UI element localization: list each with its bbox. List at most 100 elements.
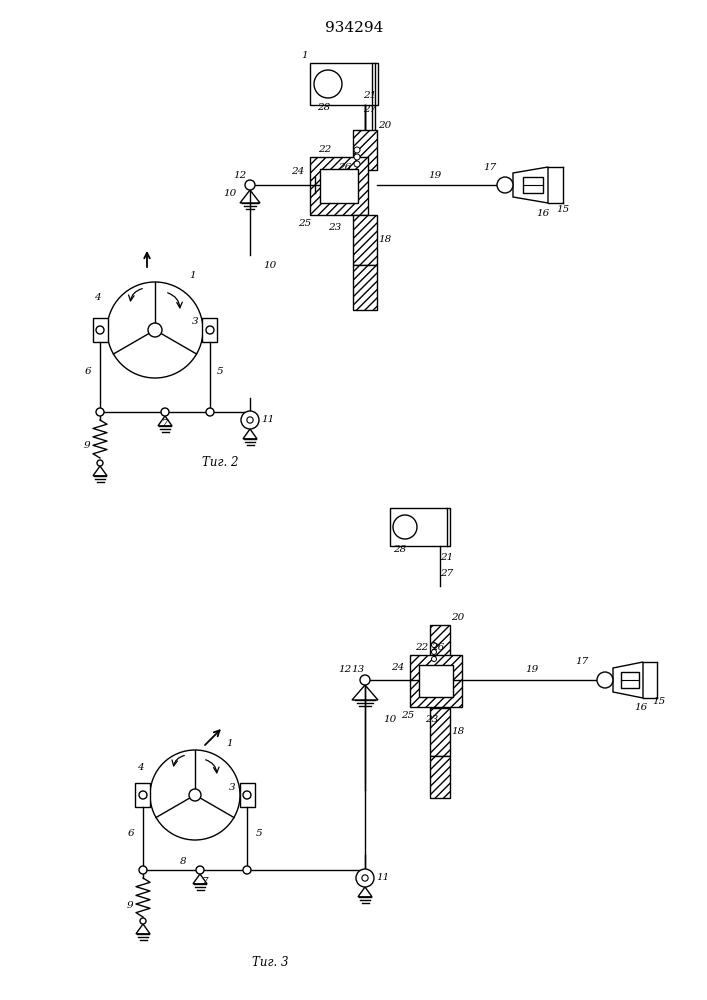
Text: 26: 26 [431,643,445,652]
Text: 15: 15 [653,698,665,706]
Text: 20: 20 [451,613,464,622]
Text: 16: 16 [634,702,648,712]
Polygon shape [613,662,643,698]
Text: 27: 27 [363,105,377,114]
Circle shape [189,789,201,801]
Bar [419,665,453,697]
Text: 1: 1 [227,738,233,748]
Circle shape [354,154,360,160]
Bar [353,130,377,170]
Text: 3: 3 [192,318,198,326]
Text: 28: 28 [393,546,407,554]
Bar [410,655,462,707]
Circle shape [354,161,360,167]
Text: 10: 10 [264,260,276,269]
Circle shape [431,656,436,662]
Text: 9: 9 [83,440,90,450]
Text: 28: 28 [317,103,331,111]
Circle shape [148,323,162,337]
Circle shape [354,147,360,153]
Circle shape [362,875,368,881]
Bar [353,265,377,310]
Text: 17: 17 [484,162,496,172]
Bar [621,672,639,688]
Circle shape [243,866,251,874]
Text: 20: 20 [378,120,392,129]
Text: 15: 15 [556,206,570,215]
Circle shape [97,460,103,466]
Bar [430,708,450,756]
Circle shape [96,408,104,416]
Bar [240,783,255,807]
Circle shape [206,408,214,416]
Text: 6: 6 [85,367,91,376]
Bar [430,625,450,663]
Text: 24: 24 [392,662,404,672]
Text: 22: 22 [416,643,428,652]
Text: 5: 5 [256,828,262,838]
Bar [523,177,543,193]
Circle shape [206,326,214,334]
Circle shape [241,411,259,429]
Circle shape [196,866,204,874]
Text: 26: 26 [339,162,351,172]
Circle shape [597,672,613,688]
Text: 19: 19 [525,666,539,674]
Text: 12: 12 [233,170,247,180]
Bar [320,169,358,203]
Text: 3: 3 [228,782,235,792]
Text: 18: 18 [451,728,464,736]
Bar [390,508,450,546]
Text: 10: 10 [383,716,397,724]
Text: 25: 25 [298,219,312,228]
Text: 10: 10 [223,188,237,198]
Bar [310,63,378,105]
Text: 4: 4 [136,762,144,772]
Text: 7: 7 [201,878,209,886]
Polygon shape [513,167,548,203]
Circle shape [139,866,147,874]
Text: 4: 4 [94,294,100,302]
Bar [430,756,450,798]
Text: 17: 17 [575,658,589,666]
Text: 25: 25 [402,710,414,720]
Circle shape [161,408,169,416]
Text: 13: 13 [351,666,365,674]
Bar [135,783,150,807]
Text: 5: 5 [216,367,223,376]
Text: 6: 6 [128,828,134,838]
Text: 12: 12 [339,666,351,674]
Text: 22: 22 [318,144,332,153]
Bar [202,318,217,342]
Text: 7: 7 [162,418,168,428]
Circle shape [243,791,251,799]
Text: 9: 9 [127,900,134,910]
Text: Τиг. 3: Τиг. 3 [252,956,288,968]
Circle shape [497,177,513,193]
Circle shape [360,675,370,685]
Circle shape [393,515,417,539]
Circle shape [431,650,436,654]
Text: 23: 23 [426,714,438,724]
Text: 16: 16 [537,209,549,218]
Circle shape [139,791,147,799]
Circle shape [245,180,255,190]
Circle shape [107,282,203,378]
Text: 934294: 934294 [325,21,383,35]
Circle shape [140,918,146,924]
Circle shape [96,326,104,334]
Circle shape [314,70,342,98]
Circle shape [150,750,240,840]
Text: 1: 1 [189,270,197,279]
Text: 24: 24 [291,167,305,176]
Text: 19: 19 [428,170,442,180]
Bar [310,157,368,215]
Text: 27: 27 [440,568,454,578]
Text: 11: 11 [376,874,390,882]
Bar [93,318,108,342]
Circle shape [431,643,436,648]
Text: 8: 8 [180,857,187,866]
Text: 21: 21 [440,554,454,562]
Text: 23: 23 [328,223,341,232]
Circle shape [247,417,253,423]
